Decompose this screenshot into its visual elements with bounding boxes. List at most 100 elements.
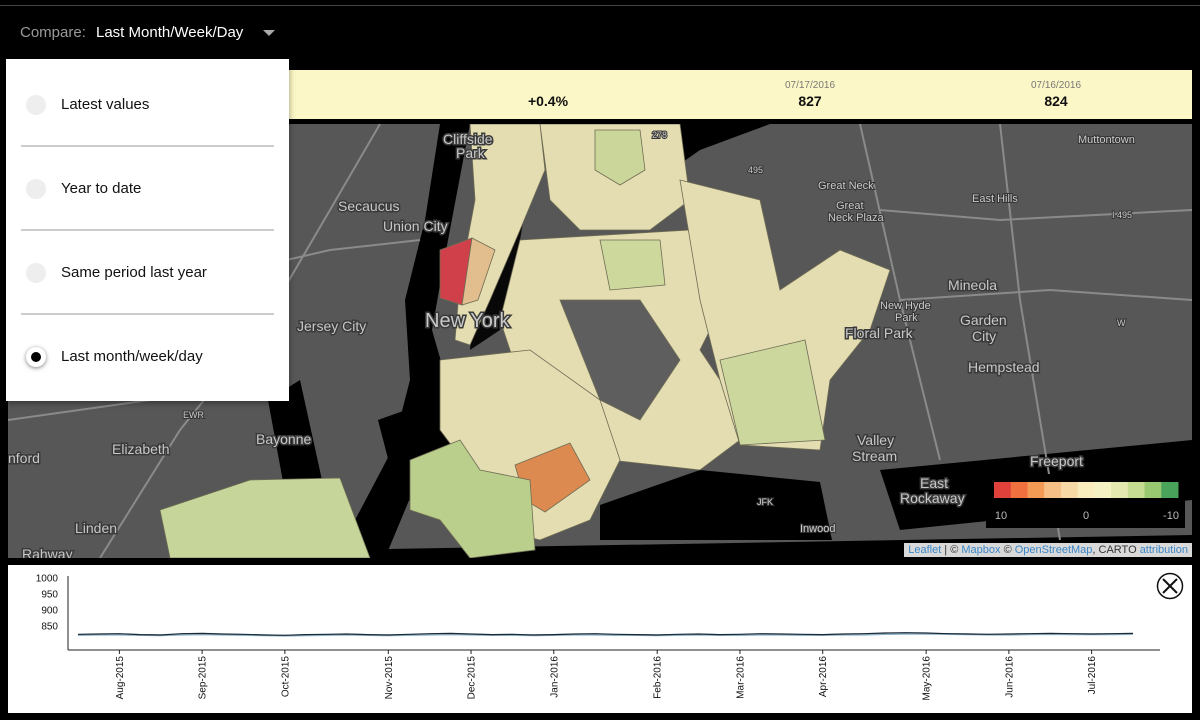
x-tick-label: Jan-2016 (549, 656, 560, 698)
close-icon[interactable] (1162, 578, 1178, 594)
place-label: Mineola (948, 277, 997, 293)
timeseries-chart: 850 900 950 1000 Aug-2015 Sep-2015 Oct-2015 Nov… (36, 572, 1184, 701)
legend-label: -10 (1163, 510, 1179, 522)
place-label: Park (456, 145, 486, 161)
place-label: Inwood (800, 523, 835, 535)
legend-label: 10 (995, 510, 1007, 522)
place-label: Valley (857, 432, 894, 448)
place-label: Union City (383, 218, 448, 234)
map-labels: Cliffside Park Secaucus Union City Jerse… (8, 129, 1136, 558)
place-label: EWR (183, 410, 204, 420)
separator (21, 229, 274, 231)
place-label: Stream (852, 448, 897, 464)
place-label: Park (895, 312, 918, 324)
legend-swatch (1127, 482, 1146, 498)
attribution-link[interactable]: OpenStreetMap (1014, 544, 1093, 556)
place-label: Rockaway (900, 490, 965, 506)
previous-date: 07/16/2016 (1030, 80, 1082, 91)
radio-button[interactable] (26, 263, 46, 283)
legend-swatch (994, 482, 1012, 498)
radio-button[interactable] (26, 179, 46, 199)
districts (159, 124, 891, 558)
radio-option[interactable]: Year to date (6, 169, 289, 209)
place-label: Great Neck (818, 180, 874, 192)
y-tick-label: 900 (41, 606, 58, 617)
legend-swatch (1044, 482, 1062, 498)
place-label: Great (836, 200, 864, 212)
road-shield: I 495 (1112, 210, 1132, 220)
place-label: Jersey City (297, 318, 366, 334)
compare-dropdown: Latest values Year to date Same period las… (6, 59, 289, 401)
x-tick-label: Aug-2015 (115, 656, 126, 700)
legend-swatch (1161, 482, 1179, 498)
current-date: 07/17/2016 (784, 80, 836, 91)
series-line (77, 632, 1134, 636)
radio-option[interactable]: Same period last year (6, 253, 289, 293)
option-label: Year to date (61, 180, 142, 197)
legend-swatch (1077, 482, 1095, 498)
x-tick-label: Jul-2016 (1087, 656, 1098, 695)
place-label: JFK (757, 497, 773, 507)
road-shield: 278 (652, 130, 667, 140)
chart-panel: 850 900 950 1000 Aug-2015 Sep-2015 Oct-2015 Nov… (8, 565, 1192, 713)
compare-select[interactable]: Last Month/Week/Day (96, 24, 244, 41)
compare-label: Compare: (20, 24, 86, 41)
option-label: Same period last year (61, 264, 207, 281)
radio-button[interactable] (26, 95, 46, 115)
map-legend: 10 0 -10 (986, 474, 1185, 528)
x-tick-label: Apr-2016 (818, 656, 829, 698)
dropdown-arrow[interactable] (262, 28, 276, 38)
change: +0.4% (527, 93, 569, 109)
option-label: Last month/week/day (61, 348, 203, 365)
place-label: New Hyde (880, 300, 931, 312)
attribution-text: © (1000, 544, 1015, 556)
legend-swatch (1060, 482, 1079, 498)
legend-swatch (1094, 482, 1112, 498)
attribution-link[interactable]: Mapbox (961, 544, 1001, 556)
place-label: Secaucus (338, 198, 399, 214)
x-tick-label: Mar-2016 (735, 656, 746, 699)
place-label: East (920, 475, 948, 491)
place-label: East Hills (972, 193, 1018, 205)
place-label: Garden (960, 312, 1007, 328)
place-label: Floral Park (845, 325, 914, 341)
legend-label: 0 (1083, 510, 1089, 522)
y-tick-label: 850 (41, 622, 58, 633)
map-attribution: Leaflet | © Mapbox © OpenStreetMap, CART… (904, 543, 1192, 557)
place-label: New York (425, 310, 510, 332)
separator (21, 313, 274, 315)
attribution-link[interactable]: attribution (1139, 544, 1188, 556)
road-shield: 495 (748, 165, 763, 175)
x-tick-label: Sep-2015 (198, 656, 209, 700)
place-label: Bayonne (256, 431, 311, 447)
place-label: Muttontown (1078, 134, 1135, 146)
place-label: Rahway (22, 546, 73, 558)
x-tick-label: Dec-2015 (467, 656, 478, 700)
legend-swatch (1144, 482, 1162, 498)
close-button[interactable] (1156, 572, 1184, 600)
previous-value: 824 (1044, 93, 1068, 109)
place-label: City (972, 328, 996, 344)
x-tick-label: Jun-2016 (1004, 656, 1015, 698)
x-tick-label: Oct-2015 (280, 656, 291, 698)
x-tick-label: May-2016 (922, 656, 933, 701)
y-tick-label: 950 (41, 590, 58, 601)
separator (21, 145, 274, 147)
place-label: nford (8, 450, 40, 466)
option-label: Latest values (61, 96, 150, 113)
attribution-text: , CARTO (1092, 544, 1140, 556)
place-label: Hempstead (968, 359, 1040, 375)
radio-button[interactable] (26, 347, 46, 367)
legend-swatch (1111, 482, 1129, 498)
place-label: Linden (75, 520, 117, 536)
x-tick-label: Feb-2016 (653, 656, 664, 699)
road-shield: W (1117, 318, 1126, 328)
top-divider (0, 5, 1200, 6)
radio-option[interactable]: Last month/week/day (6, 337, 289, 377)
y-tick-label: 1000 (36, 574, 59, 585)
place-label: Cliffside (443, 131, 493, 147)
place-label: Freeport (1030, 453, 1083, 469)
attribution-link[interactable]: Leaflet (908, 544, 942, 556)
radio-option[interactable]: Latest values (6, 85, 289, 125)
